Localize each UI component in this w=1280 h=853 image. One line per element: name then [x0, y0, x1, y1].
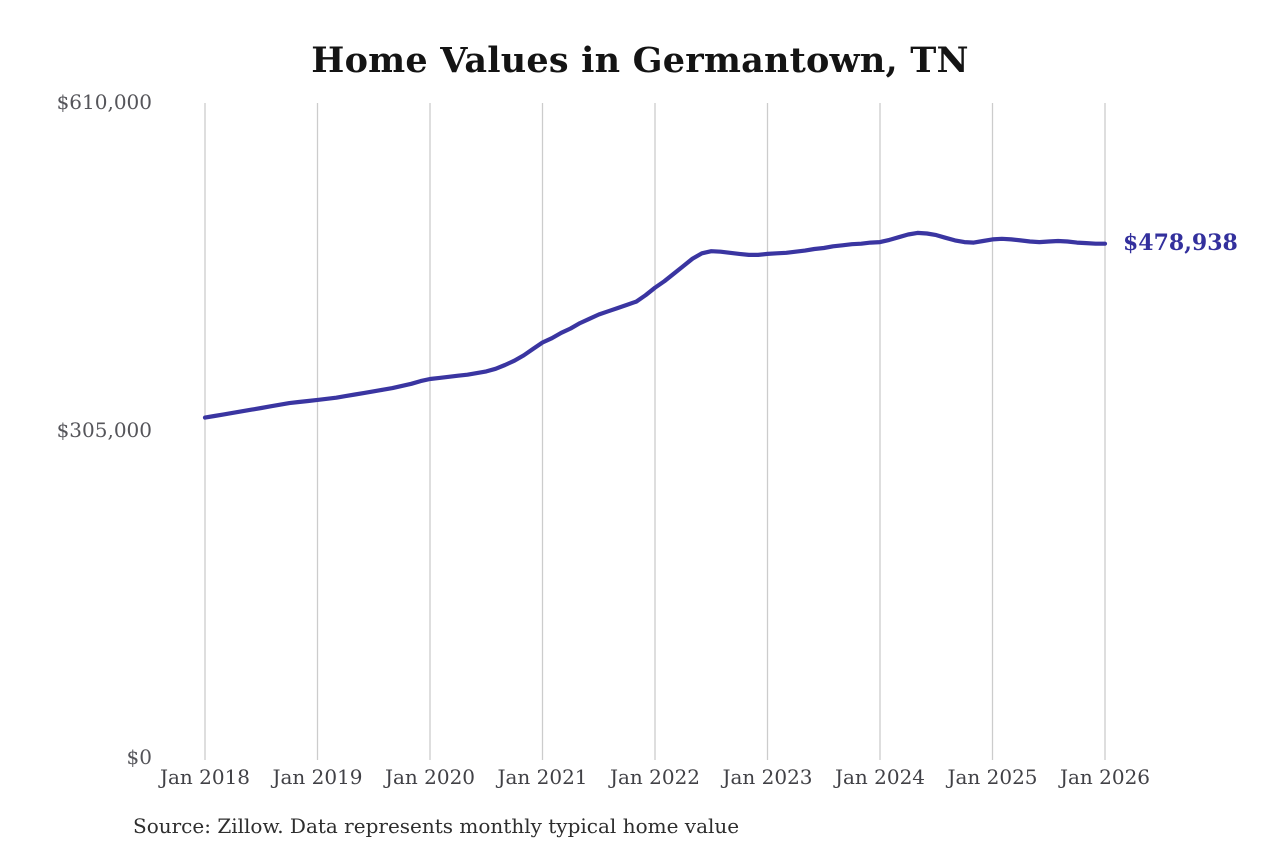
x-tick-label: Jan 2022	[609, 765, 701, 789]
x-tick-label: Jan 2020	[384, 765, 476, 789]
y-tick-label: $610,000	[56, 90, 152, 114]
home-value-line	[202, 230, 1108, 420]
source-note: Source: Zillow. Data represents monthly …	[133, 814, 740, 838]
x-tick-label: Jan 2025	[947, 765, 1038, 789]
x-tick-label: Jan 2021	[497, 765, 588, 789]
x-tick-label: Jan 2026	[1059, 765, 1151, 789]
y-tick-label: $305,000	[56, 417, 152, 442]
x-tick-label: Jan 2023	[722, 765, 813, 789]
x-tick-label: Jan 2024	[834, 765, 926, 789]
latest-value-label: $478,938	[1123, 229, 1238, 256]
chart-title: Home Values in Germantown, TN	[311, 40, 969, 81]
x-tick-label: Jan 2019	[272, 765, 363, 789]
year-gridlines	[204, 103, 1106, 760]
y-tick-label: $0	[126, 745, 152, 769]
x-tick-label: Jan 2018	[159, 765, 251, 789]
